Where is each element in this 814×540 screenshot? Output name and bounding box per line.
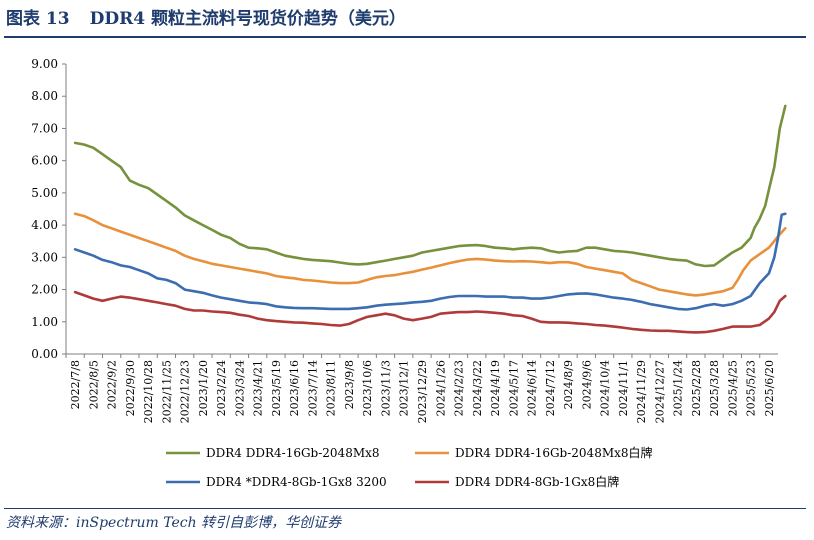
- x-tick-label: 2025/3/28: [708, 360, 721, 416]
- x-tick-label: 2022/12/23: [179, 360, 192, 423]
- x-tick-label: 2024/2/23: [453, 360, 466, 416]
- x-tick-label: 2025/6/20: [763, 360, 776, 416]
- x-tick-label: 2023/2/24: [215, 360, 228, 416]
- y-tick-label: 1.00: [31, 315, 58, 329]
- x-tick-label: 2024/7/12: [544, 360, 557, 416]
- x-tick-label: 2024/8/9: [562, 360, 575, 409]
- x-tick-label: 2025/1/24: [672, 360, 685, 416]
- x-tick-label: 2022/10/28: [142, 360, 155, 423]
- x-tick-label: 2023/12/29: [416, 360, 429, 423]
- x-tick-label: 2023/9/8: [343, 360, 356, 409]
- series-lines: [73, 104, 787, 334]
- figure-number: 图表 13: [6, 9, 70, 29]
- y-tick-label: 8.00: [31, 89, 58, 103]
- legend-label-3: DDR4 *DDR4-8Gb-1Gx8 3200: [206, 475, 387, 489]
- x-tick-label: 2024/3/22: [471, 360, 484, 416]
- series-line-2: [73, 212, 787, 297]
- x-tick-label: 2023/4/21: [252, 360, 265, 416]
- y-tick-label: 4.00: [31, 218, 58, 232]
- chart-legend: DDR4 DDR4-16Gb-2048Mx8 DDR4 DDR4-16Gb-204…: [166, 445, 653, 489]
- y-tick-label: 6.00: [31, 154, 58, 168]
- x-tick-label: 2022/9/2: [106, 360, 119, 409]
- legend-label-2: DDR4 DDR4-16Gb-2048Mx8白牌: [455, 445, 653, 460]
- x-tick-label: 2024/1/26: [434, 360, 447, 416]
- x-tick-label: 2023/12/1: [398, 360, 411, 416]
- x-tick-label: 2024/5/17: [507, 360, 520, 416]
- y-tick-label: 0.00: [31, 347, 58, 361]
- x-tick-label: 2023/3/24: [233, 360, 246, 416]
- x-tick-label: 2022/9/30: [124, 360, 137, 416]
- y-tick-label: 7.00: [31, 121, 58, 135]
- x-tick-label: 2022/11/25: [160, 360, 173, 423]
- x-tick-label: 2023/10/6: [361, 360, 374, 416]
- x-tick-label: 2022/7/8: [69, 360, 82, 409]
- x-tick-label: 2025/4/25: [726, 360, 739, 416]
- legend-label-4: DDR4 DDR4-8Gb-1Gx8白牌: [455, 474, 619, 489]
- x-tick-label: 2023/11/3: [379, 360, 392, 416]
- source-note: 资料来源：inSpectrum Tech 转引自彭博，华创证券: [6, 515, 342, 531]
- x-tick-label: 2022/8/5: [87, 360, 100, 409]
- figure-title-text: DDR4 颗粒主流料号现货价趋势（美元）: [89, 9, 406, 29]
- footer-divider: [4, 508, 806, 509]
- series-line-1: [73, 104, 787, 268]
- y-tick-label: 2.00: [31, 283, 58, 297]
- line-chart: 0.00 1.00 2.00 3.00 4.00 5.00 6.00 7.00 8.00 9.00…: [31, 57, 787, 489]
- x-tick-label: 2023/5/19: [270, 360, 283, 416]
- series-line-3: [73, 212, 787, 311]
- series-line-4: [73, 290, 787, 334]
- figure-title: 图表 13 DDR4 颗粒主流料号现货价趋势（美元）: [6, 4, 406, 34]
- x-tick-label: 2023/8/11: [325, 360, 338, 416]
- x-tick-labels: 2022/7/8 2022/8/5 2022/9/2 2022/9/30 2022/10…: [69, 360, 776, 423]
- y-tick-label: 9.00: [31, 57, 58, 71]
- x-tick-label: 2024/11/29: [635, 360, 648, 423]
- y-tick-label: 3.00: [31, 250, 58, 264]
- x-tick-label: 2024/9/6: [580, 360, 593, 409]
- chart-axes: [62, 63, 778, 358]
- x-tick-label: 2024/11/1: [617, 360, 630, 416]
- x-tick-label: 2025/2/28: [690, 360, 703, 416]
- y-tick-labels: 0.00 1.00 2.00 3.00 4.00 5.00 6.00 7.00 8.00 9.00: [31, 57, 58, 361]
- title-divider: [4, 36, 806, 38]
- x-tick-label: 2023/1/20: [197, 360, 210, 416]
- x-tick-label: 2024/6/14: [526, 360, 539, 416]
- x-tick-label: 2024/10/4: [599, 360, 612, 416]
- x-tick-label: 2023/7/14: [306, 360, 319, 416]
- x-tick-label: 2024/4/19: [489, 360, 502, 416]
- y-tick-label: 5.00: [31, 186, 58, 200]
- x-tick-label: 2024/12/27: [653, 360, 666, 423]
- x-tick-label: 2025/5/23: [745, 360, 758, 416]
- legend-label-1: DDR4 DDR4-16Gb-2048Mx8: [206, 446, 380, 460]
- x-tick-label: 2023/6/16: [288, 360, 301, 416]
